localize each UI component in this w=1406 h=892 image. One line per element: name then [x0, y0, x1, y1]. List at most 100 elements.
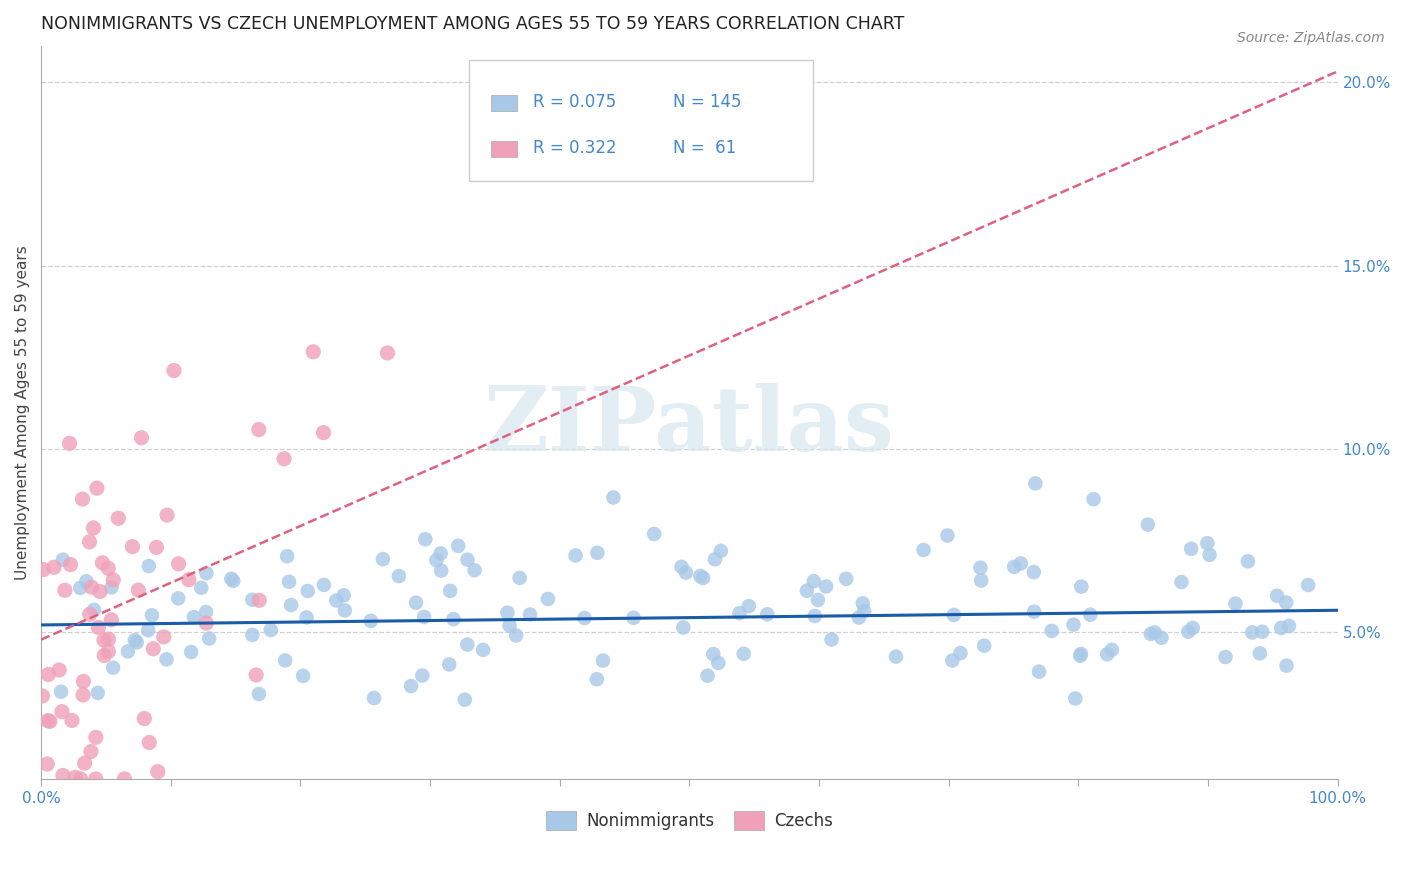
Point	[1241, 625, 1264, 640]
Point	[117, 644, 139, 658]
Point	[1265, 589, 1288, 603]
Point	[710, 544, 733, 558]
Point	[42, 560, 65, 574]
FancyBboxPatch shape	[491, 95, 517, 111]
Point	[464, 563, 486, 577]
Point	[586, 546, 609, 560]
Point	[456, 552, 478, 566]
Point	[643, 527, 665, 541]
Point	[112, 772, 135, 786]
Point	[803, 574, 825, 589]
Point	[60, 714, 83, 728]
Point	[675, 566, 697, 580]
Point	[360, 614, 382, 628]
Point	[1170, 574, 1192, 589]
Point	[69, 772, 91, 786]
Point	[574, 611, 596, 625]
Point	[274, 653, 297, 667]
Point	[852, 596, 875, 610]
Point	[131, 431, 153, 445]
Point	[93, 648, 115, 663]
Point	[276, 549, 298, 564]
Point	[240, 628, 263, 642]
Point	[405, 596, 427, 610]
Point	[138, 735, 160, 749]
Point	[1215, 650, 1237, 665]
Point	[37, 714, 59, 728]
Point	[87, 686, 110, 700]
Point	[58, 436, 80, 450]
Point	[155, 652, 177, 666]
Point	[815, 579, 838, 593]
Point	[377, 346, 399, 360]
Point	[425, 553, 447, 567]
Point	[941, 654, 963, 668]
Point	[101, 661, 124, 675]
Point	[738, 599, 761, 614]
Point	[83, 603, 105, 617]
Point	[1095, 647, 1118, 661]
Point	[703, 552, 725, 566]
Point	[292, 669, 315, 683]
Point	[733, 647, 755, 661]
Point	[496, 606, 519, 620]
Point	[52, 768, 75, 782]
Point	[52, 552, 75, 566]
Point	[413, 533, 436, 547]
Point	[498, 618, 520, 632]
Point	[1062, 617, 1084, 632]
Point	[1275, 658, 1298, 673]
FancyBboxPatch shape	[491, 141, 517, 157]
Point	[91, 556, 114, 570]
Point	[942, 607, 965, 622]
Point	[100, 581, 122, 595]
Point	[142, 641, 165, 656]
Point	[537, 591, 560, 606]
Point	[195, 616, 218, 631]
Point	[195, 605, 218, 619]
Point	[240, 592, 263, 607]
Point	[689, 569, 711, 583]
Point	[278, 574, 301, 589]
Point	[853, 604, 876, 618]
Point	[167, 557, 190, 571]
Point	[807, 593, 830, 607]
Point	[1069, 648, 1091, 663]
Point	[1070, 647, 1092, 661]
Point	[93, 633, 115, 648]
Point	[59, 558, 82, 572]
Point	[97, 632, 120, 646]
Point	[86, 481, 108, 495]
Point	[80, 745, 103, 759]
Point	[247, 423, 270, 437]
Point	[1024, 476, 1046, 491]
Point	[72, 492, 94, 507]
Point	[696, 668, 718, 682]
Point	[107, 511, 129, 525]
Legend: Nonimmigrants, Czechs: Nonimmigrants, Czechs	[540, 804, 839, 837]
Point	[48, 663, 70, 677]
Text: N =  61: N = 61	[672, 139, 735, 157]
Text: NONIMMIGRANTS VS CZECH UNEMPLOYMENT AMONG AGES 55 TO 59 YEARS CORRELATION CHART: NONIMMIGRANTS VS CZECH UNEMPLOYMENT AMON…	[41, 15, 904, 33]
Point	[672, 620, 695, 634]
Point	[297, 584, 319, 599]
Point	[198, 632, 221, 646]
Point	[80, 580, 103, 594]
Point	[302, 344, 325, 359]
Point	[973, 639, 995, 653]
Point	[1251, 624, 1274, 639]
Point	[447, 539, 470, 553]
Point	[69, 581, 91, 595]
Point	[82, 521, 104, 535]
Point	[602, 491, 624, 505]
Point	[180, 645, 202, 659]
Point	[124, 633, 146, 648]
Point	[121, 540, 143, 554]
Point	[585, 672, 607, 686]
Point	[312, 425, 335, 440]
Point	[163, 363, 186, 377]
Point	[439, 657, 461, 672]
Point	[429, 546, 451, 560]
Point	[519, 607, 541, 622]
Point	[505, 628, 527, 642]
